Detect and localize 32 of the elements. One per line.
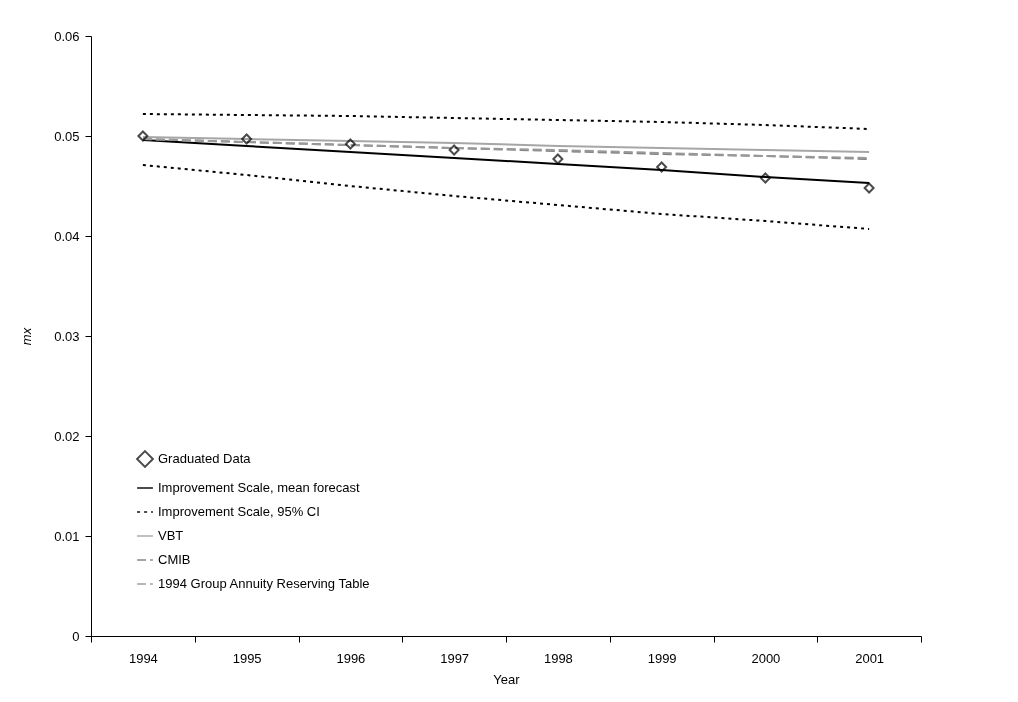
x-tick-label: 1997 [440,650,470,666]
point [448,144,460,156]
legend-label: CMIB [158,552,191,567]
x-axis-title: Year [493,671,521,687]
point [137,130,149,142]
legend-label: 1994 Group Annuity Reserving Table [158,576,370,591]
legend-label: Improvement Scale, 95% CI [158,504,320,519]
point [759,172,771,184]
point [241,133,253,145]
x-tick-label: 1994 [128,650,158,666]
y-tick-label: 0.06 [54,28,80,44]
legend-label: VBT [158,528,184,543]
x-tick-label: 2000 [751,650,781,666]
y-tick-label: 0.01 [54,528,80,544]
x-tick-label: 1998 [543,650,573,666]
y-tick-label: 0.03 [54,328,80,344]
point [344,138,356,150]
legend-label: Graduated Data [158,451,252,466]
point [552,153,564,165]
y-axis-title: mx [19,327,35,346]
legend-label: Improvement Scale, mean forecast [158,480,360,495]
line-series [141,164,871,230]
x-tick-label: 1995 [232,650,262,666]
y-tick-label: 0.04 [54,228,80,244]
y-tick-label: 0 [72,628,80,644]
x-tick-label: 1996 [336,650,366,666]
point [863,182,875,194]
y-tick-label: 0.05 [54,128,80,144]
point [656,161,668,173]
y-tick-label: 0.02 [54,428,80,444]
x-tick-label: 2001 [855,650,885,666]
x-tick-label: 1999 [647,650,677,666]
